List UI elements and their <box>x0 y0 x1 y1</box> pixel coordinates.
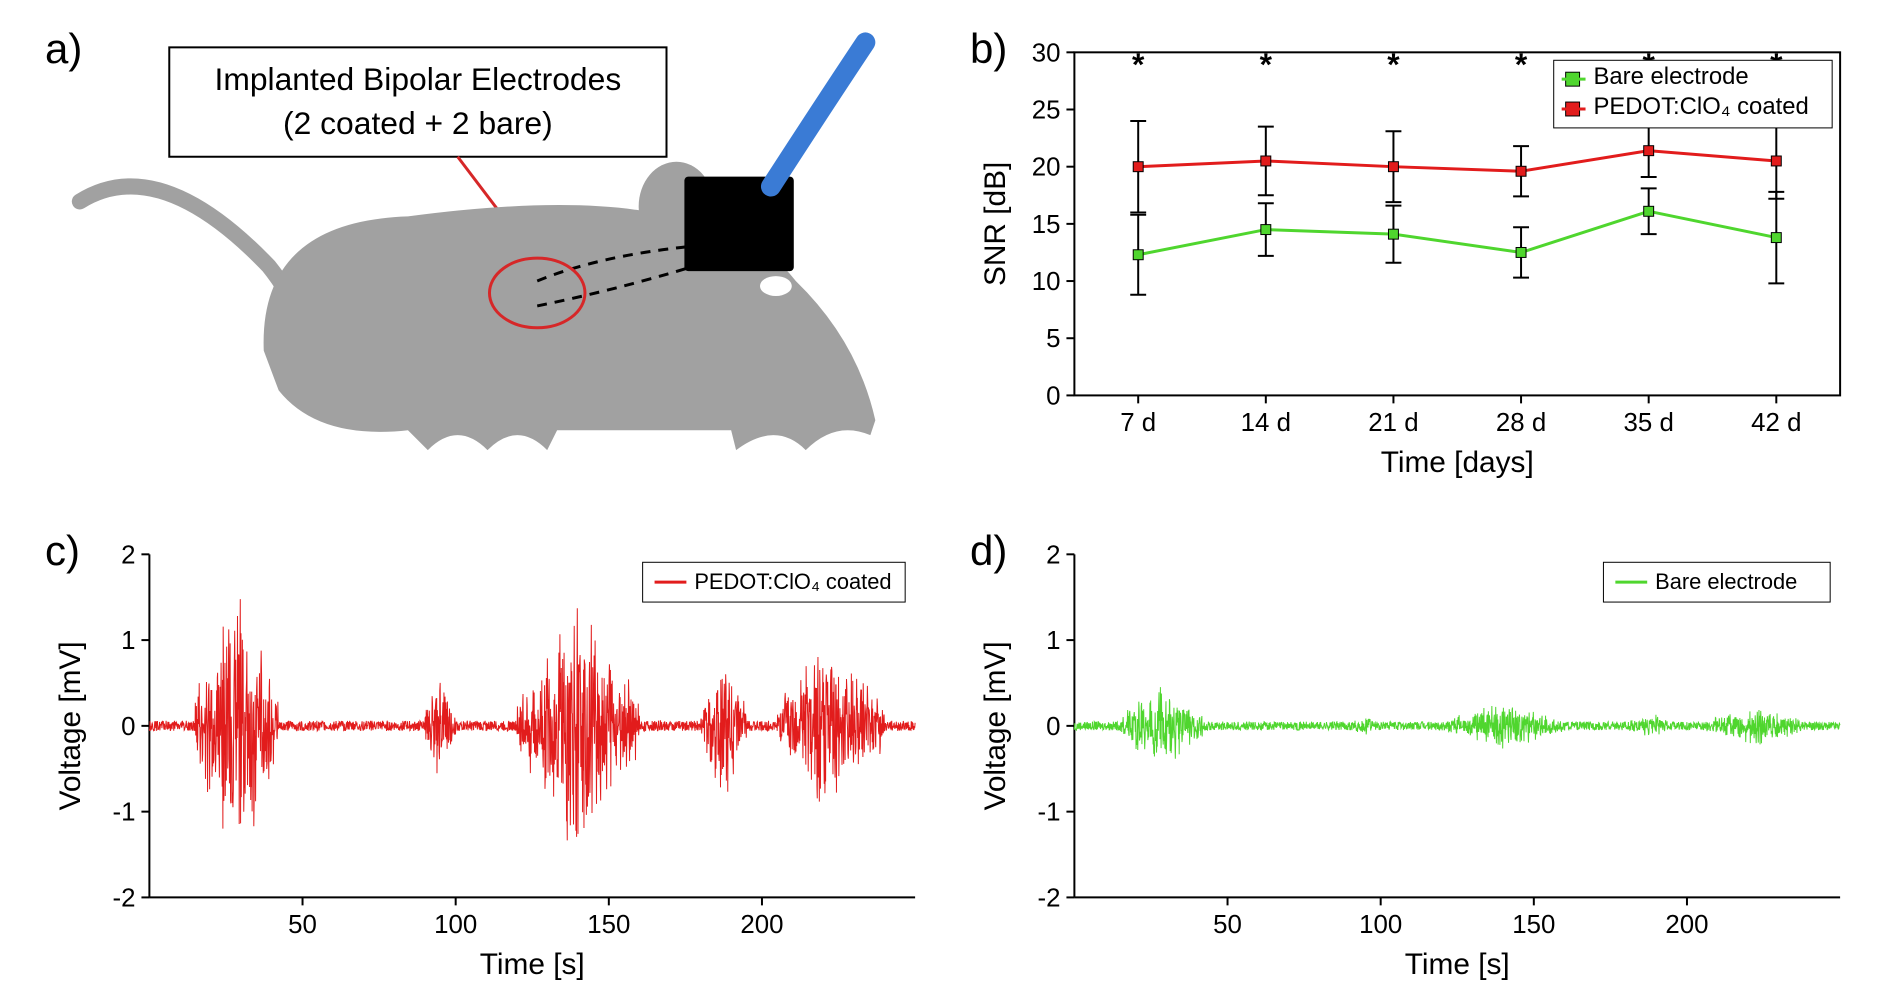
svg-text:50: 50 <box>1213 912 1242 940</box>
panel-b: b) 0 5 10 15 20 25 30 7 d 14 d 21 d 28 d 35 d 42 d Ti… <box>965 20 1860 492</box>
svg-text:Time [s]: Time [s] <box>480 948 585 981</box>
svg-text:200: 200 <box>740 912 783 940</box>
svg-text:-2: -2 <box>112 885 135 913</box>
svg-text:50: 50 <box>288 912 317 940</box>
svg-text:35 d: 35 d <box>1624 409 1674 437</box>
svg-text:100: 100 <box>434 912 477 940</box>
panel-label-d: d) <box>970 527 1007 575</box>
caption-line-1: Implanted Bipolar Electrodes <box>215 61 622 97</box>
svg-text:15: 15 <box>1032 211 1061 239</box>
svg-text:1: 1 <box>121 627 135 655</box>
cable <box>771 42 865 186</box>
waveform-coated: -2 -1 0 1 2 50 100 150 200 Time [s] Voltage [mV] PE… <box>40 522 935 994</box>
svg-text:-2: -2 <box>1037 885 1060 913</box>
waveform-bare: -2 -1 0 1 2 50 100 150 200 Time [s] Voltage [mV] Ba… <box>965 522 1860 994</box>
panel-c: c) -2 -1 0 1 2 50 100 150 200 Time [s] Voltage [mV… <box>40 522 935 994</box>
svg-text:Bare electrode: Bare electrode <box>1655 570 1797 595</box>
svg-text:28 d: 28 d <box>1496 409 1546 437</box>
svg-text:0: 0 <box>121 713 135 741</box>
panel-label-b: b) <box>970 25 1007 73</box>
svg-text:Bare electrode: Bare electrode <box>1593 63 1748 90</box>
svg-text:*: * <box>1515 46 1528 82</box>
svg-text:21 d: 21 d <box>1368 409 1418 437</box>
svg-text:2: 2 <box>121 542 135 570</box>
svg-text:-1: -1 <box>112 799 135 827</box>
panel-d: d) -2 -1 0 1 2 50 100 150 200 Time [s] Voltage [mV… <box>965 522 1860 994</box>
svg-text:10: 10 <box>1032 268 1061 296</box>
svg-text:14 d: 14 d <box>1241 409 1291 437</box>
svg-text:1: 1 <box>1046 627 1060 655</box>
panel-label-a: a) <box>45 25 82 73</box>
svg-text:SNR [dB]: SNR [dB] <box>979 162 1012 286</box>
svg-text:200: 200 <box>1665 912 1708 940</box>
svg-text:20: 20 <box>1032 154 1061 182</box>
svg-text:150: 150 <box>1512 912 1555 940</box>
svg-text:100: 100 <box>1359 912 1402 940</box>
svg-text:5: 5 <box>1046 325 1060 353</box>
figure-grid: a) Implanted Bipolar Electrodes (2 coate… <box>0 0 1900 1003</box>
svg-text:PEDOT:ClO₄ coated: PEDOT:ClO₄ coated <box>1593 93 1808 120</box>
snr-chart: 0 5 10 15 20 25 30 7 d 14 d 21 d 28 d 35 d 42 d Time … <box>965 20 1860 492</box>
svg-text:0: 0 <box>1046 382 1060 410</box>
svg-text:PEDOT:ClO₄ coated: PEDOT:ClO₄ coated <box>694 570 891 595</box>
svg-text:0: 0 <box>1046 713 1060 741</box>
svg-text:42 d: 42 d <box>1751 409 1801 437</box>
svg-text:30: 30 <box>1032 39 1061 67</box>
svg-text:25: 25 <box>1032 96 1061 124</box>
mouse-diagram: Implanted Bipolar Electrodes (2 coated +… <box>40 20 935 492</box>
svg-text:*: * <box>1260 46 1273 82</box>
svg-text:7 d: 7 d <box>1120 409 1156 437</box>
svg-text:-1: -1 <box>1037 799 1060 827</box>
svg-text:*: * <box>1132 46 1145 82</box>
svg-text:Voltage [mV]: Voltage [mV] <box>979 642 1012 811</box>
caption-line-2: (2 coated + 2 bare) <box>283 105 553 141</box>
svg-text:2: 2 <box>1046 542 1060 570</box>
svg-text:150: 150 <box>587 912 630 940</box>
svg-text:Time [s]: Time [s] <box>1405 948 1510 981</box>
svg-text:Time [days]: Time [days] <box>1381 446 1534 479</box>
panel-label-c: c) <box>45 527 80 575</box>
svg-text:*: * <box>1387 46 1400 82</box>
panel-a: a) Implanted Bipolar Electrodes (2 coate… <box>40 20 935 492</box>
svg-text:Voltage [mV]: Voltage [mV] <box>54 642 87 811</box>
